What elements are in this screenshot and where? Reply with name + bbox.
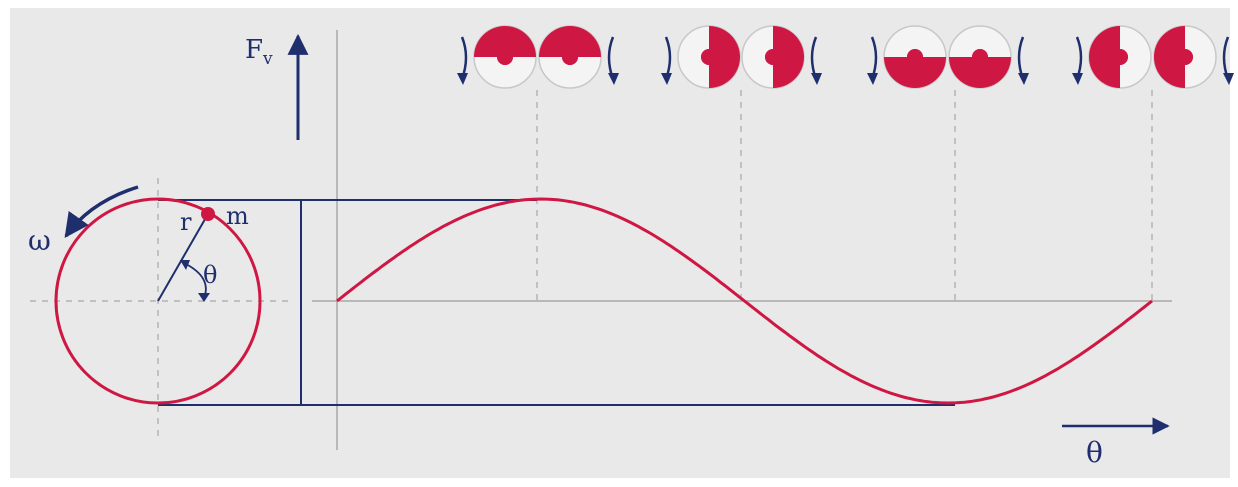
force-curve — [336, 197, 1153, 405]
angular-velocity-arrow — [64, 185, 139, 239]
mass-label: m — [226, 202, 249, 230]
rotating-unbalance-pair-bottom-icon — [867, 25, 1029, 89]
angular-velocity-label: ω — [28, 224, 51, 257]
unbalance-disc-icon — [741, 25, 805, 89]
rotation-arrowhead-icon — [1072, 73, 1083, 85]
angle-axis-label: θ — [1086, 436, 1103, 469]
rotation-arrowhead-icon — [867, 73, 878, 85]
guide-lines — [30, 90, 1153, 440]
radius-line — [157, 213, 209, 302]
unbalance-disc-icon — [1088, 25, 1152, 89]
radius-label: r — [180, 208, 192, 236]
unbalance-disc-icon — [538, 25, 602, 89]
angle-arc-tail — [180, 260, 190, 270]
rotating-unbalance-pair-left-icon — [1072, 25, 1234, 89]
unbalance-disc-icon — [677, 25, 741, 89]
rotation-arrowhead-icon — [1223, 73, 1234, 85]
rotation-arrowhead-icon — [608, 73, 619, 85]
unbalance-disc-icon — [473, 25, 537, 89]
unbalance-disc-icon — [883, 25, 947, 89]
force-axis-label: Fv — [245, 35, 273, 69]
mass-point — [201, 207, 215, 221]
projection-lines — [158, 199, 955, 406]
unbalance-disc-icon — [1153, 25, 1217, 89]
rotation-arrowhead-icon — [811, 73, 822, 85]
rotation-arrowhead-icon — [661, 73, 672, 85]
rotating-unbalance-pair-right-icon — [661, 25, 822, 89]
rotating-unbalance-pair-top-icon — [457, 25, 619, 89]
diagram-background — [10, 8, 1230, 478]
rotation-circle — [54, 197, 262, 405]
unbalance-icons — [457, 25, 1234, 89]
rotation-arrowhead-icon — [1018, 73, 1029, 85]
rotation-arrowhead-icon — [457, 73, 468, 85]
angle-arc-arrowhead — [198, 293, 210, 302]
unbalance-disc-icon — [948, 25, 1012, 89]
angle-label: θ — [203, 261, 217, 289]
